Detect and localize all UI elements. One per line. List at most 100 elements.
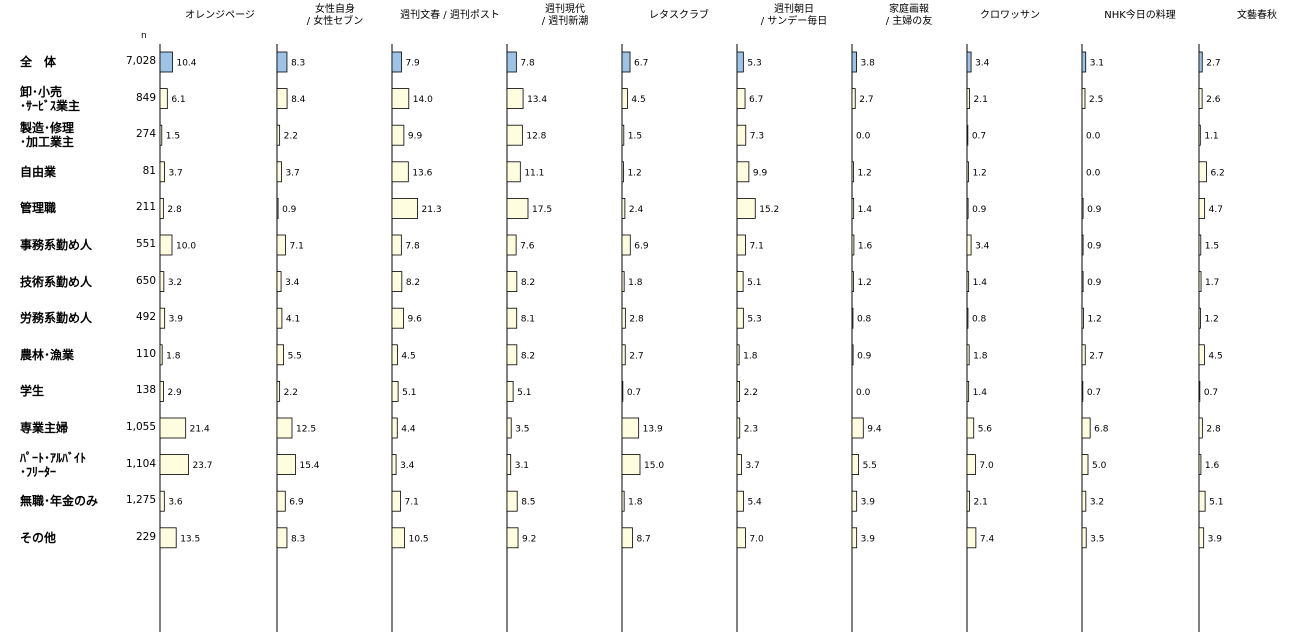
data-label: 1.4 (973, 278, 988, 288)
bar (621, 51, 631, 73)
bar (506, 88, 524, 109)
data-label: 7.3 (750, 132, 764, 142)
bar (276, 454, 296, 476)
bar (391, 344, 398, 366)
bar (966, 124, 969, 146)
data-label: 0.9 (857, 351, 872, 361)
bar (391, 307, 404, 329)
data-label: 0.9 (1087, 278, 1102, 288)
data-label: 5.3 (747, 59, 761, 69)
row-label: 専業主婦 (20, 421, 69, 435)
data-label: 15.0 (644, 461, 664, 471)
data-label: 0.9 (1087, 242, 1102, 252)
series-header: オレンジページ (185, 10, 255, 21)
data-label: 2.6 (1206, 95, 1221, 105)
bar (159, 344, 163, 366)
bar (621, 307, 626, 329)
data-label: 5.6 (978, 425, 993, 435)
data-label: 2.2 (744, 388, 758, 398)
data-label: 3.7 (745, 461, 759, 471)
data-label: 2.3 (744, 425, 758, 435)
bar (1198, 51, 1203, 73)
data-label: 3.9 (861, 534, 876, 544)
data-label: 7.4 (980, 534, 995, 544)
data-label: 1.6 (1205, 461, 1220, 471)
data-label: 3.4 (975, 59, 990, 69)
bar (506, 527, 519, 549)
row-sample-size: 211 (135, 201, 156, 214)
data-label: 4.5 (631, 95, 645, 105)
row-label: 無職･年金のみ (20, 494, 99, 509)
data-label: 8.2 (521, 351, 535, 361)
data-label: 5.5 (863, 461, 877, 471)
data-label: 4.4 (401, 425, 416, 435)
bar (1198, 380, 1201, 402)
data-label: 3.9 (1208, 534, 1223, 544)
data-label: 11.1 (524, 168, 544, 178)
row-label: ﾊﾟｰﾄ･ｱﾙﾊﾞｲﾄ ･ﾌﾘｰﾀｰ (20, 450, 87, 479)
data-label: 15.4 (299, 461, 319, 471)
bar (159, 124, 163, 146)
bar (851, 344, 854, 366)
bar (506, 307, 518, 329)
bar (391, 490, 401, 512)
bar (391, 88, 410, 109)
data-label: 7.0 (979, 461, 994, 471)
data-label: 2.2 (284, 388, 298, 398)
bar (506, 490, 518, 512)
bar (506, 51, 517, 73)
data-label: 21.4 (190, 425, 210, 435)
data-label: 3.5 (515, 425, 529, 435)
row-sample-size: 229 (135, 530, 156, 543)
data-label: 1.8 (166, 351, 181, 361)
data-label: 8.5 (521, 498, 535, 508)
data-label: 2.8 (167, 205, 182, 215)
bar (736, 490, 744, 512)
data-label: 5.3 (747, 315, 761, 325)
data-label: 4.5 (1208, 351, 1222, 361)
data-label: 1.4 (973, 388, 988, 398)
data-label: 9.2 (522, 534, 536, 544)
data-label: 7.6 (520, 242, 535, 252)
series-header: レタスクラブ (649, 10, 709, 21)
data-label: 7.1 (750, 242, 764, 252)
data-label: 2.7 (859, 95, 873, 105)
bar (276, 197, 279, 219)
bar (1198, 454, 1202, 476)
bar (159, 380, 164, 402)
bar (966, 344, 970, 366)
data-label: 3.5 (1090, 534, 1104, 544)
data-label: 0.0 (1086, 132, 1101, 142)
data-label: 1.8 (628, 498, 643, 508)
row-label: 事務系勤め人 (20, 238, 93, 252)
data-label: 0.7 (1204, 388, 1218, 398)
bar (506, 417, 512, 439)
row-sample-size: 7,028 (125, 55, 156, 67)
data-label: 8.4 (291, 95, 306, 105)
bar (1198, 197, 1206, 219)
bar (621, 380, 624, 402)
bar (276, 161, 282, 183)
bar (851, 234, 855, 256)
bar (159, 454, 189, 476)
bar (1198, 234, 1202, 256)
bar (506, 380, 514, 402)
data-label: 1.6 (858, 242, 873, 252)
bar (276, 271, 282, 293)
bar (159, 417, 187, 439)
data-label: 7.8 (405, 242, 420, 252)
bar (1198, 161, 1207, 183)
row-label: 労務系勤め人 (20, 311, 93, 326)
row-label: 学生 (20, 384, 45, 399)
series-header: NHK今日の料理 (1104, 10, 1176, 21)
data-label: 3.2 (1090, 498, 1104, 508)
data-label: 0.0 (856, 388, 871, 398)
bar (966, 271, 970, 293)
data-label: 2.8 (1206, 425, 1221, 435)
data-label: 5.1 (402, 388, 416, 398)
bar (276, 88, 288, 109)
bar (621, 344, 626, 366)
bar (1081, 527, 1087, 549)
row-sample-size: 81 (142, 164, 156, 177)
data-label: 4.5 (401, 351, 415, 361)
